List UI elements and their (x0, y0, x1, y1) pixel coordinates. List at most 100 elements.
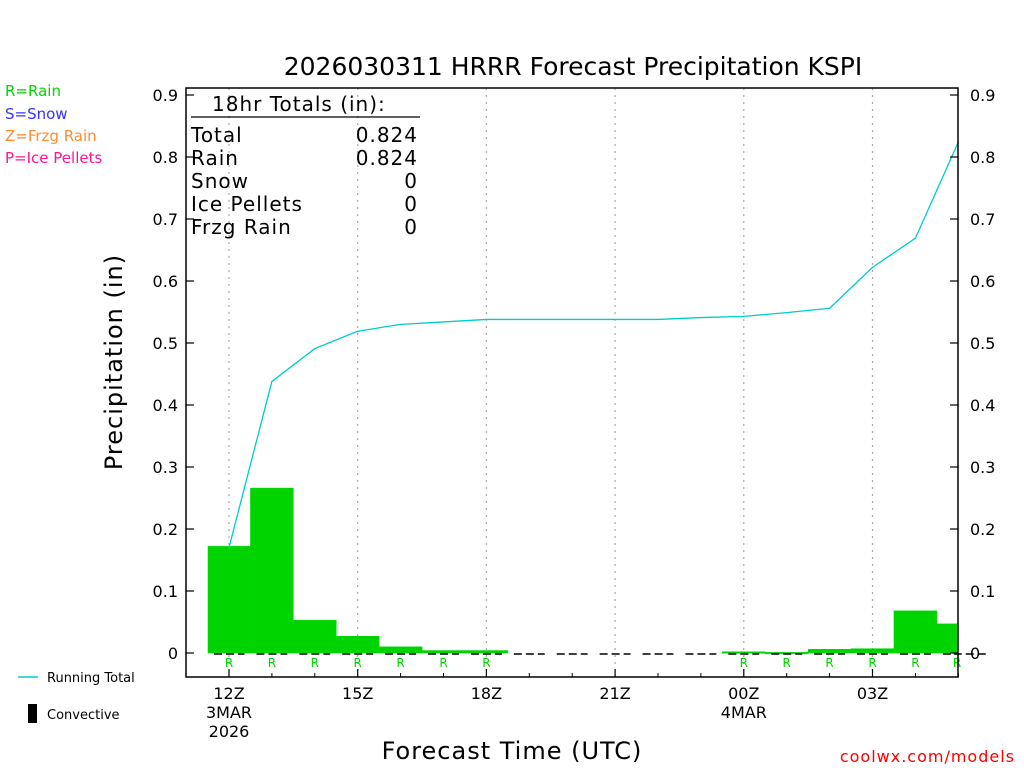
precip-type-mark-15: R (868, 656, 876, 670)
running-total-point-1 (271, 380, 273, 383)
credit-link[interactable]: coolwx.com/models (840, 747, 1015, 766)
ytick-label-right-0: 0 (970, 644, 980, 663)
totals-value-total: 0.824 (356, 123, 418, 147)
running-total-point-12 (743, 315, 745, 317)
ytick-label-left-6: 0.6 (153, 272, 178, 291)
precip-type-mark-17: R (953, 656, 961, 670)
precip-type-mark-0: R (225, 656, 233, 670)
totals-label-rain: Rain (191, 146, 239, 170)
rain-bar-1 (250, 487, 294, 654)
legend-ice-pellets: P=Ice Pellets (5, 149, 102, 167)
rain-bar-15 (850, 648, 895, 654)
precip-type-mark-3: R (354, 656, 362, 670)
precip-type-mark-13: R (783, 656, 791, 670)
running-total-point-2 (314, 347, 316, 350)
xtick-label-2-0: 18Z (471, 684, 502, 703)
running-total-point-10 (657, 318, 659, 321)
running-total-point-0 (228, 547, 230, 549)
ytick-label-right-4: 0.4 (970, 396, 995, 415)
rain-bars (207, 487, 959, 655)
totals-box: 18hr Totals (in): Total 0.824 Rain 0.824… (190, 92, 420, 239)
ytick-label-left-7: 0.7 (153, 210, 178, 229)
running-total-point-8 (571, 318, 573, 321)
legend-convective-swatch (28, 704, 37, 723)
ytick-label-right-3: 0.3 (970, 458, 995, 477)
rain-bar-16 (893, 610, 938, 654)
legend-snow: S=Snow (5, 105, 68, 123)
chart-title: 2026030311 HRRR Forecast Precipitation K… (284, 52, 863, 81)
totals-label-frzg-rain: Frzg Rain (191, 215, 292, 239)
running-total-point-16 (914, 237, 917, 239)
legend-frzg-rain: Z=Frzg Rain (5, 127, 97, 145)
totals-value-ice-pellets: 0 (404, 192, 418, 216)
totals-value-rain: 0.824 (356, 146, 418, 170)
ytick-label-left-1: 0.1 (153, 582, 178, 601)
legend-convective: Convective (47, 708, 120, 723)
precip-type-mark-16: R (911, 656, 919, 670)
totals-label-total: Total (190, 123, 243, 147)
rain-bar-17 (936, 623, 959, 654)
totals-label-ice-pellets: Ice Pellets (191, 192, 303, 216)
precip-type-mark-5: R (439, 656, 447, 670)
xtick-label-1-0: 15Z (342, 684, 373, 703)
running-total-point-7 (528, 318, 530, 321)
ytick-label-left-9: 0.9 (153, 86, 178, 105)
running-total-point-14 (829, 307, 831, 309)
running-total-point-11 (700, 316, 702, 319)
precip-type-mark-4: R (396, 656, 404, 670)
running-total-point-5 (442, 321, 445, 323)
ytick-label-left-3: 0.3 (153, 458, 178, 477)
running-total-point-6 (485, 318, 487, 321)
rain-bar-3 (336, 636, 380, 654)
xtick-label-4-1: 4MAR (721, 703, 767, 722)
totals-header: 18hr Totals (in): (212, 92, 386, 116)
ytick-label-right-8: 0.8 (970, 148, 995, 167)
ytick-label-left-2: 0.2 (153, 520, 178, 539)
plot-frame (185, 87, 959, 678)
xtick-label-3-0: 21Z (599, 684, 630, 703)
ytick-label-left-4: 0.4 (153, 396, 178, 415)
rain-bar-4 (378, 646, 423, 654)
precip-type-mark-18: R (953, 656, 961, 670)
precip-type-mark-12: R (740, 656, 748, 670)
rain-bar-6 (464, 650, 509, 654)
y-axis-ticks: 0 00.1 0.10.2 0.20.3 0.30.4 0.40.5 0.50.6 0.60.… (153, 86, 996, 663)
totals-label-snow: Snow (191, 169, 249, 193)
ytick-label-right-7: 0.7 (970, 210, 995, 229)
ytick-label-right-9: 0.9 (970, 86, 995, 105)
running-total-point-3 (357, 330, 359, 332)
rain-bar-5 (421, 650, 466, 654)
xtick-label-0-1: 3MAR (206, 703, 252, 722)
xtick-label-5-0: 03Z (857, 684, 888, 703)
precip-type-mark-2: R (311, 656, 319, 670)
xtick-label-0-0: 12Z (213, 684, 244, 703)
totals-value-snow: 0 (404, 169, 418, 193)
ytick-label-left-5: 0.5 (153, 334, 178, 353)
running-total-point-15 (871, 266, 874, 268)
rain-bar-2 (293, 619, 337, 654)
running-total-line (228, 141, 959, 548)
rain-bar-12 (722, 651, 766, 654)
rain-bar-14 (807, 649, 852, 654)
running-total-point-4 (400, 323, 402, 325)
legend-rain: R=Rain (5, 82, 61, 100)
vertical-gridlines (228, 88, 874, 677)
ytick-label-right-2: 0.2 (970, 520, 995, 539)
running-total-point-13 (786, 312, 788, 314)
precip-type-mark-1: R (268, 656, 276, 670)
y-axis-label: Precipitation (in) (100, 254, 128, 470)
ytick-label-right-1: 0.1 (970, 582, 995, 601)
ytick-label-left-8: 0.8 (153, 148, 178, 167)
xtick-label-4-0: 00Z (728, 684, 759, 703)
precip-type-marks: R R R R R R R R R R R R RR (225, 656, 961, 670)
precip-type-mark-6: R (482, 656, 490, 670)
ytick-label-right-5: 0.5 (970, 334, 995, 353)
running-total-point-9 (614, 318, 616, 321)
ytick-label-right-6: 0.6 (970, 272, 995, 291)
xtick-label-0-2: 2026 (209, 722, 250, 741)
running-total-points (228, 141, 959, 549)
precip-type-mark-14: R (825, 656, 833, 670)
ytick-label-left-0: 0 (168, 644, 178, 663)
totals-value-frzg-rain: 0 (404, 215, 418, 239)
